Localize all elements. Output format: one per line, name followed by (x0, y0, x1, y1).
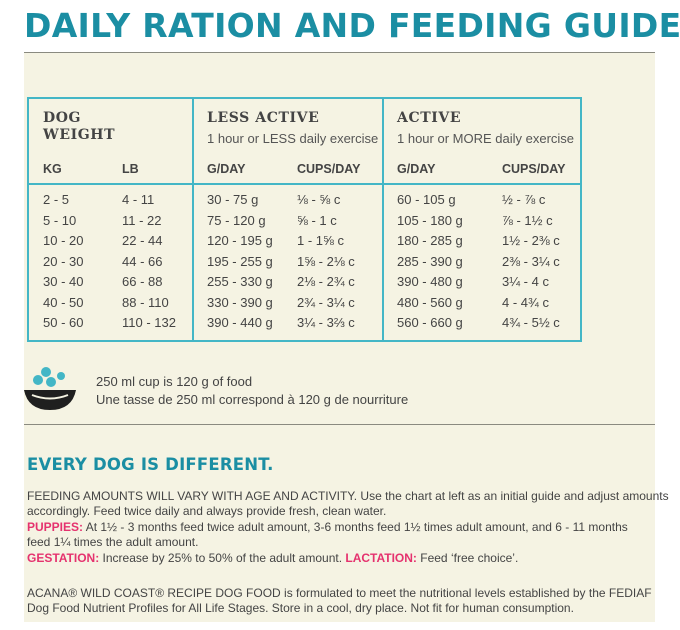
cell-less-active-cups-day: 2⅛ - 2¾ c (297, 274, 355, 289)
table-divider (382, 99, 384, 340)
cell-less-active-cups-day: 2¾ - 3¼ c (297, 294, 355, 310)
cell-kg: 20 - 30 (43, 253, 84, 269)
cell-active-g-day: 180 - 285 g (397, 233, 463, 248)
less-active-subheader: 1 hour or LESS daily exercise (207, 131, 379, 146)
cell-less-active-g-day: 120 - 195 g (207, 233, 273, 248)
cell-active-cups-day: ⅞ - 1½ c (502, 212, 553, 228)
cell-kg: 30 - 40 (43, 274, 84, 289)
cell-active-g-day: 480 - 560 g (397, 294, 463, 310)
col-header-cups-day: CUPS/DAY (502, 162, 566, 176)
lactation-label: LACTATION: (345, 551, 417, 565)
cell-less-active-g-day: 75 - 120 g (207, 212, 266, 228)
cell-lb: 44 - 66 (122, 253, 163, 269)
feeding-amounts-paragraph: FEEDING AMOUNTS WILL VARY WITH AGE AND A… (27, 489, 669, 518)
cell-active-g-day: 285 - 390 g (397, 253, 463, 269)
cell-less-active-cups-day: 3¼ - 3⅔ c (297, 315, 355, 330)
puppies-paragraph: PUPPIES: At 1½ - 3 months feed twice adu… (27, 520, 628, 549)
cell-lb: 11 - 22 (122, 212, 162, 228)
table-header-divider (29, 183, 580, 185)
cell-kg: 10 - 20 (43, 233, 84, 248)
cell-active-g-day: 60 - 105 g (397, 192, 456, 207)
cell-active-cups-day: ½ - ⅞ c (502, 192, 546, 207)
guide-panel: DOG WEIGHT LESS ACTIVE 1 hour or LESS da… (24, 52, 669, 622)
active-header: ACTIVE (397, 110, 462, 126)
cell-active-g-day: 390 - 480 g (397, 274, 463, 289)
cell-lb: 22 - 44 (122, 233, 163, 248)
col-header-kg: KG (43, 162, 62, 176)
section-heading: EVERY DOG IS DIFFERENT. (27, 455, 274, 474)
cell-less-active-g-day: 330 - 390 g (207, 294, 273, 310)
col-header-g-day: G/DAY (397, 162, 436, 176)
formulation-paragraph: ACANA® WILD COAST® RECIPE DOG FOOD is fo… (27, 586, 652, 615)
feeding-table: DOG WEIGHT LESS ACTIVE 1 hour or LESS da… (27, 97, 582, 342)
cell-less-active-cups-day: ⅝ - 1 c (297, 212, 337, 228)
cell-active-cups-day: 2⅜ - 3¼ c (502, 253, 560, 269)
cell-active-cups-day: 3¼ - 4 c (502, 274, 549, 289)
cell-kg: 2 - 5 (43, 192, 70, 207)
food-bowl-icon (24, 367, 76, 410)
table-divider (192, 99, 194, 340)
cell-lb: 66 - 88 (122, 274, 163, 289)
less-active-header: LESS ACTIVE (207, 110, 320, 126)
active-subheader: 1 hour or MORE daily exercise (397, 131, 575, 146)
cell-active-g-day: 560 - 660 g (397, 315, 463, 330)
col-header-lb: LB (122, 162, 139, 176)
cell-less-active-g-day: 390 - 440 g (207, 315, 273, 330)
puppies-label: PUPPIES: (27, 520, 84, 534)
cell-less-active-cups-day: 1 - 1⅝ c (297, 233, 344, 248)
cell-active-cups-day: 4 - 4¾ c (502, 294, 549, 310)
cell-lb: 4 - 11 (122, 192, 155, 207)
cell-active-cups-day: 4¾ - 5½ c (502, 315, 560, 330)
cell-less-active-cups-day: 1⅝ - 2⅛ c (297, 253, 355, 269)
cell-less-active-g-day: 30 - 75 g (207, 192, 259, 207)
cell-active-g-day: 105 - 180 g (397, 212, 463, 228)
page-title: DAILY RATION AND FEEDING GUIDE (24, 6, 680, 45)
cell-kg: 50 - 60 (43, 315, 84, 330)
cell-less-active-g-day: 195 - 255 g (207, 253, 273, 269)
cell-less-active-cups-day: ⅛ - ⅝ c (297, 192, 341, 207)
top-divider (24, 52, 655, 53)
mid-divider (24, 424, 655, 425)
cup-note-en: 250 ml cup is 120 g of food (96, 374, 253, 389)
cup-note-fr: Une tasse de 250 ml correspond à 120 g d… (96, 392, 409, 407)
gestation-paragraph: GESTATION: Increase by 25% to 50% of the… (27, 551, 519, 565)
cell-active-cups-day: 1½ - 2⅜ c (502, 233, 560, 248)
cell-lb: 88 - 110 (122, 294, 169, 310)
col-header-g-day: G/DAY (207, 162, 246, 176)
col-header-cups-day: CUPS/DAY (297, 162, 361, 176)
cell-lb: 110 - 132 (122, 315, 176, 330)
cell-kg: 5 - 10 (43, 212, 77, 228)
cell-kg: 40 - 50 (43, 294, 84, 310)
gestation-label: GESTATION: (27, 551, 100, 565)
cell-less-active-g-day: 255 - 330 g (207, 274, 273, 289)
dog-weight-header: DOG WEIGHT (43, 110, 116, 143)
